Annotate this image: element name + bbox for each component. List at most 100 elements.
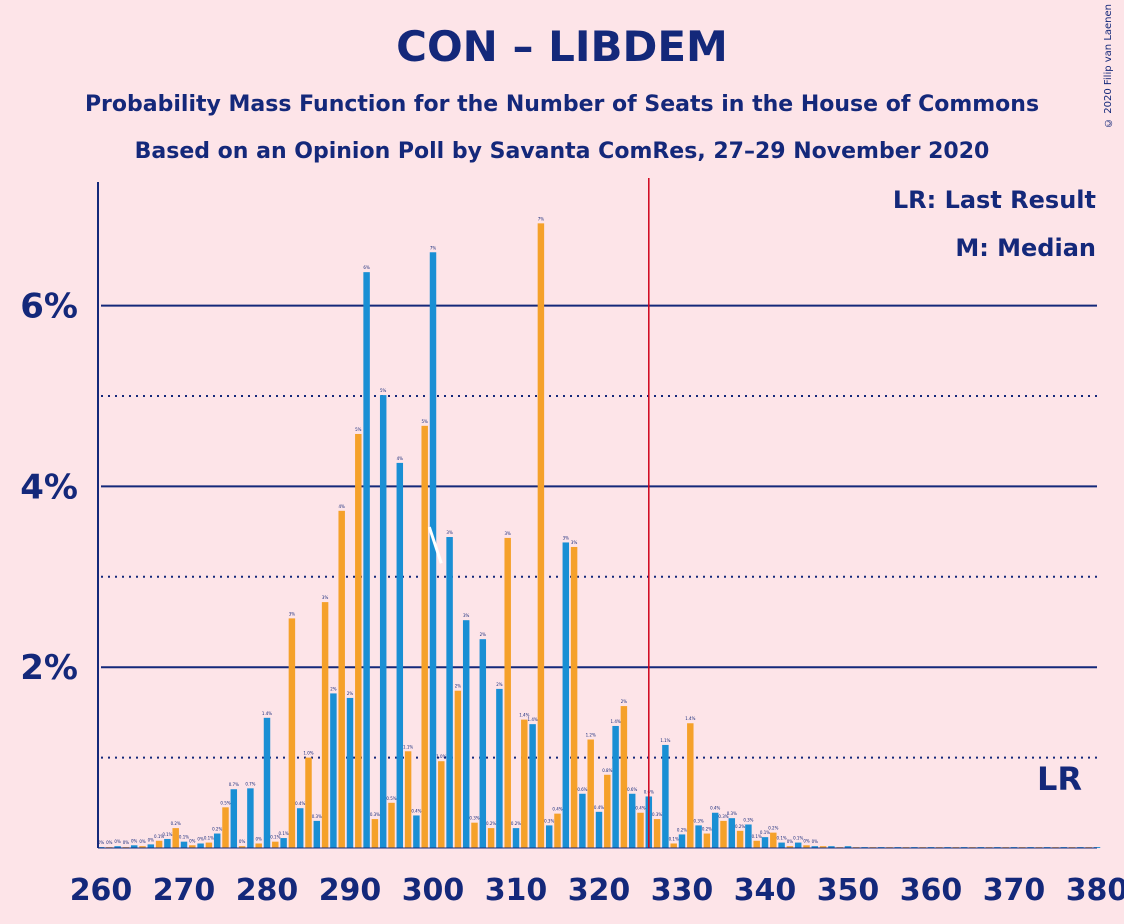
bar-value-label: 3% [322,595,329,600]
bar-value-label: 1.0% [436,754,446,759]
bar-value-label: 1.1% [403,744,413,749]
bar [147,844,155,848]
bar [321,602,329,848]
bar [479,639,487,848]
bar [595,811,603,848]
bar-value-label: 0.4% [594,805,604,810]
bar [189,845,196,848]
bar [745,824,752,848]
bar-value-label: 0.1% [204,836,214,841]
bar [554,813,561,848]
bar [155,840,163,848]
bar-value-label: 0.2% [735,824,745,829]
bar [537,223,545,848]
bar [471,822,478,848]
bar [421,425,428,848]
bar-value-label: 0.3% [312,814,322,819]
bar-value-label: 0.2% [486,821,496,826]
bar-value-label: 2% [621,699,628,704]
bar [230,789,238,848]
bar-value-label: 0% [131,838,138,843]
bar [529,724,536,848]
x-tick-label: 330 [651,873,714,908]
bar-value-label: 0.6% [627,787,637,792]
bar-value-label: 0% [812,839,819,844]
x-tick-label: 370 [983,873,1046,908]
bar [346,697,354,848]
bar [570,546,578,848]
bar [545,825,553,848]
bar-value-label: 0% [148,837,155,842]
bar-value-label: 4% [397,456,404,461]
bar-value-label: 7% [430,245,437,250]
bar [604,774,611,848]
x-tick-label: 380 [1066,873,1124,908]
bar [778,842,785,848]
bar [504,537,511,848]
legend-last-result: LR: Last Result [892,186,1096,214]
bar-value-label: 2% [347,691,354,696]
x-tick-label: 260 [70,873,133,908]
bar-value-label: 3% [289,611,296,616]
bar-value-label: 0% [139,839,146,844]
bar-value-label: 0.1% [270,835,280,840]
bar-value-label: 3% [505,531,512,536]
bar [487,828,495,848]
bar-value-label: 0.4% [295,801,305,806]
bar [330,693,337,848]
bar [612,725,619,848]
bar [736,830,744,848]
legend-median: M: Median [955,234,1096,262]
bar [205,842,213,848]
bar-value-label: 4% [339,504,346,509]
bar-value-label: 6% [363,265,370,270]
bar-value-label: 0% [803,838,810,843]
bar [355,433,362,848]
bar [139,846,146,848]
bar [172,828,179,848]
x-tick-label: 320 [568,873,631,908]
bar [811,846,819,848]
bar-value-label: 1.4% [685,716,695,721]
bar [587,739,594,848]
bar [429,252,437,848]
y-tick-label: 6% [20,287,78,327]
bar-value-label: 0.7% [245,781,255,786]
bar-value-label: 0.2% [171,821,181,826]
bar-value-label: 0.1% [279,831,289,836]
bar-value-label: 5% [380,388,387,393]
bar-value-label: 0.3% [469,816,479,821]
bar-value-label: 1.4% [611,719,621,724]
bar [521,719,528,848]
bar-value-label: 0.3% [652,812,662,817]
chart-title: CON – LIBDEM [396,22,728,71]
bar [180,841,188,848]
bar-value-label: 3% [446,530,453,535]
bar-value-label: 1.1% [660,738,670,743]
x-tick-label: 280 [236,873,299,908]
bar-value-label: 1.0% [303,751,313,756]
bar-value-label: 0.3% [718,814,728,819]
bar [794,842,802,848]
bar-value-label: 0.3% [544,818,554,823]
bar [670,843,677,848]
bar [711,812,719,848]
bar-value-label: 0.2% [702,827,712,832]
bar [272,841,279,848]
bar [288,618,296,848]
bar [313,820,321,848]
x-tick-label: 350 [817,873,880,908]
bar-value-label: 1.4% [528,717,538,722]
bar [678,834,686,848]
x-tick-label: 270 [153,873,216,908]
bar-value-label: 2% [496,682,503,687]
bar-value-label: 0.3% [743,817,753,822]
bar-value-label: 0.4% [411,808,421,813]
chart-source: Based on an Opinion Poll by Savanta ComR… [134,139,990,164]
bar [803,845,810,848]
median-marker [427,526,443,564]
bar [512,828,520,848]
bar [628,793,636,848]
bar-value-label: 0.2% [511,821,521,826]
